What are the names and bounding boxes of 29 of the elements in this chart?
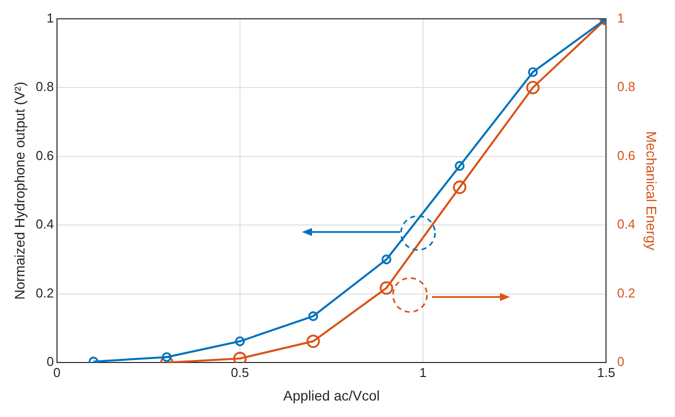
point [380, 281, 394, 295]
point [162, 352, 172, 362]
point [528, 67, 538, 77]
x-tick-label: 1.5 [597, 364, 616, 380]
point [308, 311, 318, 322]
y2-tick-label: 0.6 [617, 148, 636, 163]
y-tick-label: 1 [46, 10, 54, 26]
point [526, 80, 540, 94]
x-tick-label: 1 [419, 364, 427, 380]
y2-tick-label: 0.4 [617, 216, 636, 232]
y2-tick-label: 0.2 [617, 285, 636, 300]
point [454, 161, 465, 171]
y2-tick-label: 1 [617, 10, 624, 26]
x-tick-label: 0.5 [230, 364, 249, 380]
y-tick-label: 0.6 [36, 148, 54, 163]
point [306, 334, 320, 348]
y-tick-label: 0.8 [36, 79, 54, 94]
point [235, 336, 245, 346]
x-axis-title: Applied ac/Vcol [283, 387, 380, 404]
y-tick-label: 0 [46, 354, 54, 370]
y2-axis-title: Mechanical Energy [644, 131, 660, 250]
y-axis-title: Normaized Hydrophone output (V²) [11, 82, 28, 300]
y2-tick-label: 0 [617, 354, 624, 370]
y2-tick-label: 0.8 [617, 79, 636, 94]
point [452, 180, 466, 194]
y-tick-label: 0.4 [36, 216, 54, 232]
point [233, 352, 247, 363]
y-tick-label: 0.2 [36, 285, 54, 300]
point [382, 254, 392, 264]
